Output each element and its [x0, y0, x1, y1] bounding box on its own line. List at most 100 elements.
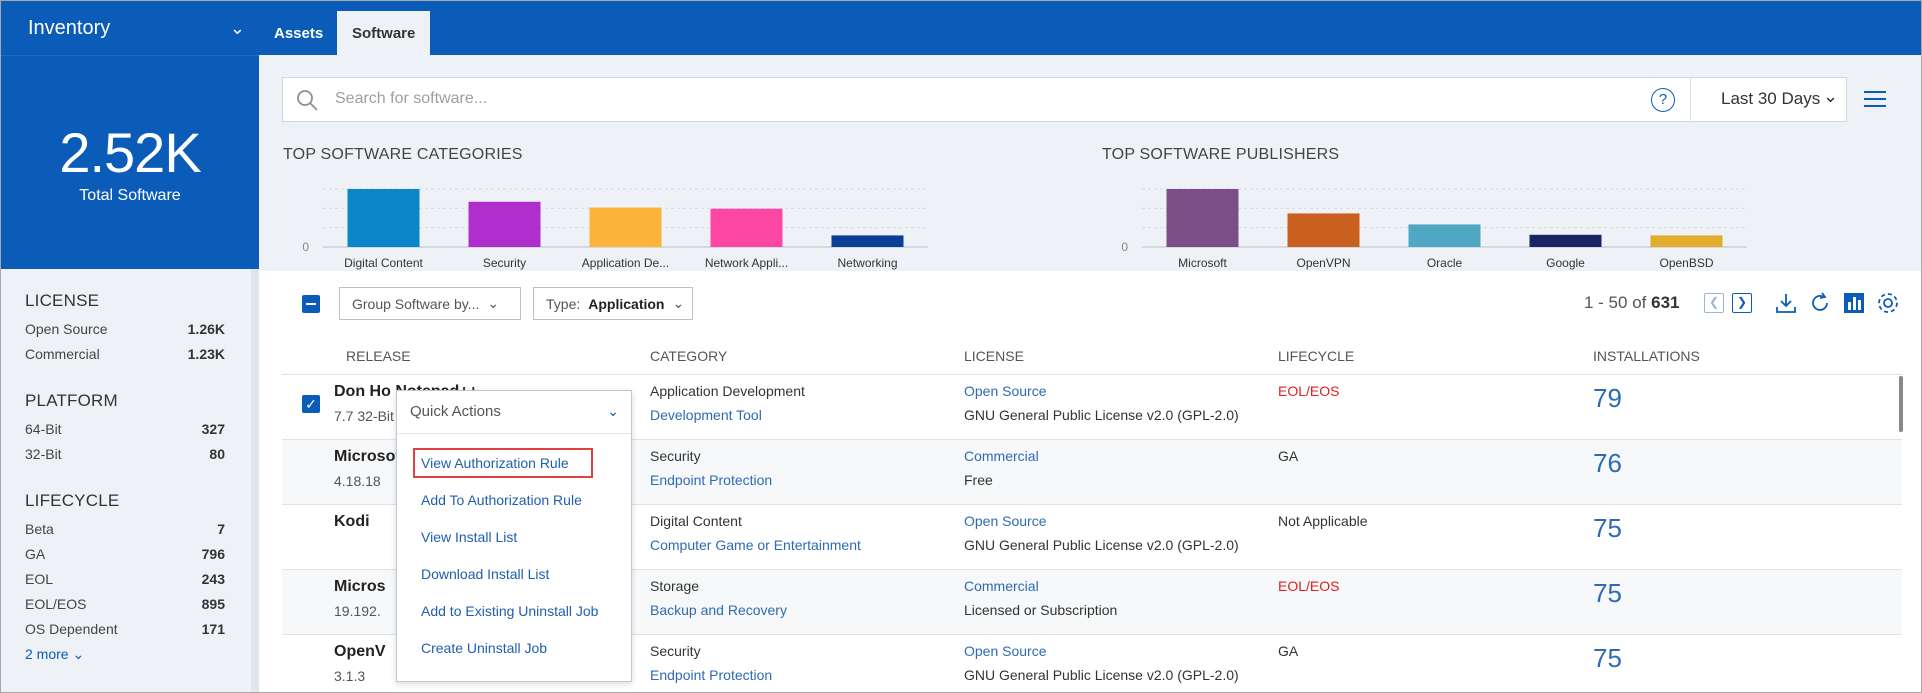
x-tick-label: OpenVPN — [1296, 256, 1350, 270]
bar-networking[interactable] — [831, 235, 904, 247]
license-type[interactable]: Commercial — [964, 578, 1039, 594]
subcategory[interactable]: Endpoint Protection — [650, 667, 773, 683]
menu-item-add-to-authorization-rule[interactable]: Add To Authorization Rule — [421, 492, 582, 508]
category: Storage — [650, 578, 700, 594]
release-name[interactable]: Micros — [334, 578, 386, 595]
bar-network-appli-[interactable] — [710, 208, 783, 247]
menu-item-create-uninstall-job[interactable]: Create Uninstall Job — [421, 640, 548, 656]
previous-page-button[interactable]: ❮ — [1704, 293, 1724, 313]
column-header-installations[interactable]: INSTALLATIONS — [1593, 348, 1700, 364]
help-icon[interactable]: ? — [1651, 88, 1675, 112]
subcategory[interactable]: Endpoint Protection — [650, 472, 773, 488]
menu-item-view-install-list[interactable]: View Install List — [421, 529, 518, 545]
installations-count[interactable]: 75 — [1593, 513, 1622, 543]
facet-item-os-dependent[interactable]: OS Dependent 171 — [25, 621, 225, 646]
bar-openbsd[interactable] — [1650, 235, 1723, 247]
release-name[interactable]: Kodi — [334, 513, 370, 530]
table-scrollbar[interactable] — [1899, 376, 1903, 432]
module-selector[interactable]: Inventory ⌄ — [1, 1, 259, 55]
facet-item-beta[interactable]: Beta 7 — [25, 521, 225, 546]
license-detail: Free — [964, 472, 993, 488]
installations-count[interactable]: 75 — [1593, 578, 1622, 608]
select-all-checkbox[interactable] — [302, 295, 320, 313]
bar-oracle[interactable] — [1408, 224, 1481, 247]
column-header-lifecycle[interactable]: LIFECYCLE — [1278, 348, 1355, 364]
row-divider — [282, 439, 1902, 440]
categories-chart-title: TOP SOFTWARE CATEGORIES — [283, 146, 523, 163]
facet-count: 895 — [201, 596, 225, 612]
release-version: 3.1.3 — [334, 668, 366, 684]
search-input[interactable]: Search for software... — [335, 90, 488, 107]
quick-actions-header[interactable]: Quick Actions — [410, 403, 501, 420]
table-row[interactable]: ✓ Don Ho Notepad++ 7.7 32-Bit Applicatio… — [282, 375, 1902, 439]
table-row[interactable]: OpenV 3.1.3 Security Endpoint Protection… — [282, 635, 1902, 692]
bar-application-de-[interactable] — [589, 207, 662, 247]
release-name[interactable]: OpenV — [334, 643, 386, 660]
category: Security — [650, 448, 701, 464]
chevron-down-icon[interactable]: ⌄ — [1823, 86, 1839, 106]
next-page-button[interactable]: ❯ — [1732, 293, 1752, 313]
menu-icon[interactable] — [1864, 91, 1886, 112]
column-header-release[interactable]: RELEASE — [346, 348, 411, 364]
license-detail: GNU General Public License v2.0 (GPL-2.0… — [964, 407, 1239, 423]
subcategory[interactable]: Computer Game or Entertainment — [650, 537, 861, 553]
settings-gear-icon[interactable] — [1876, 291, 1900, 315]
bar-openvpn[interactable] — [1287, 213, 1360, 247]
bar-security[interactable] — [468, 201, 541, 247]
license-type[interactable]: Open Source — [964, 643, 1047, 659]
x-tick-label: Application De... — [582, 256, 669, 270]
download-icon[interactable] — [1774, 291, 1798, 315]
tab-software[interactable]: Software — [337, 11, 431, 55]
installations-count[interactable]: 79 — [1593, 383, 1622, 413]
subcategory[interactable]: Backup and Recovery — [650, 602, 787, 618]
search-bar: Search for software... ? Last 30 Days ⌄ — [282, 77, 1847, 122]
chevron-down-icon: ⌄ — [672, 295, 685, 311]
facet-item-eol[interactable]: EOL 243 — [25, 571, 225, 596]
more-facets-link[interactable]: 2 more ⌄ — [25, 646, 225, 663]
menu-item-download-install-list[interactable]: Download Install List — [421, 566, 550, 582]
date-range-select[interactable]: Last 30 Days — [1721, 89, 1821, 108]
y-tick-label: 0 — [1121, 240, 1128, 254]
pager-total: 631 — [1651, 293, 1680, 312]
facet-count: 1.23K — [187, 346, 225, 362]
license-type[interactable]: Commercial — [964, 448, 1039, 464]
license-type[interactable]: Open Source — [964, 513, 1047, 529]
facet-count: 796 — [201, 546, 225, 562]
facet-item-commercial[interactable]: Commercial 1.23K — [25, 346, 225, 371]
refresh-icon[interactable] — [1808, 291, 1832, 315]
facet-label: 64-Bit — [25, 421, 62, 437]
x-tick-label: Networking — [837, 256, 897, 270]
subcategory[interactable]: Development Tool — [650, 407, 762, 423]
license-type[interactable]: Open Source — [964, 383, 1047, 399]
release-name[interactable]: Microsoft — [334, 448, 406, 465]
menu-item-view-authorization-rule[interactable]: View Authorization Rule — [421, 455, 569, 471]
categories-chart: 0 Digital Content Security Application De..… — [302, 188, 928, 270]
chevron-down-icon[interactable]: ⌄ — [607, 403, 619, 419]
facet-item-open-source[interactable]: Open Source 1.26K — [25, 321, 225, 346]
bar-google[interactable] — [1529, 234, 1602, 247]
bar-digital-content[interactable] — [347, 189, 420, 247]
facet-item-eol-eos[interactable]: EOL/EOS 895 — [25, 596, 225, 621]
group-by-dropdown[interactable]: Group Software by... ⌄ — [339, 287, 521, 320]
facet-title: PLATFORM — [25, 391, 118, 410]
header-divider — [282, 374, 1902, 375]
column-header-license[interactable]: LICENSE — [964, 348, 1024, 364]
row-checkbox[interactable]: ✓ — [302, 395, 320, 413]
column-header-category[interactable]: CATEGORY — [650, 348, 728, 364]
facet-lifecycle: LIFECYCLE Beta 7 GA 796 EOL 243 EOL/EOS 895 … — [25, 491, 225, 663]
facet-count: 80 — [209, 446, 225, 462]
installations-count[interactable]: 76 — [1593, 448, 1622, 478]
bar-microsoft[interactable] — [1166, 189, 1239, 247]
installations-count[interactable]: 75 — [1593, 643, 1622, 673]
total-software-label: Total Software — [79, 187, 181, 204]
facet-item-32-bit[interactable]: 32-Bit 80 — [25, 446, 225, 471]
facet-item-ga[interactable]: GA 796 — [25, 546, 225, 571]
lifecycle-status: Not Applicable — [1278, 513, 1368, 529]
facet-item-64-bit[interactable]: 64-Bit 327 — [25, 421, 225, 446]
menu-item-add-to-existing-uninstall-job[interactable]: Add to Existing Uninstall Job — [421, 603, 599, 619]
tab-assets[interactable]: Assets — [259, 11, 338, 55]
table-row[interactable]: Kodi Digital Content Computer Game or En… — [282, 505, 1902, 569]
chart-view-icon[interactable] — [1842, 291, 1866, 315]
type-filter-dropdown[interactable]: Type: Application ⌄ — [533, 287, 693, 320]
